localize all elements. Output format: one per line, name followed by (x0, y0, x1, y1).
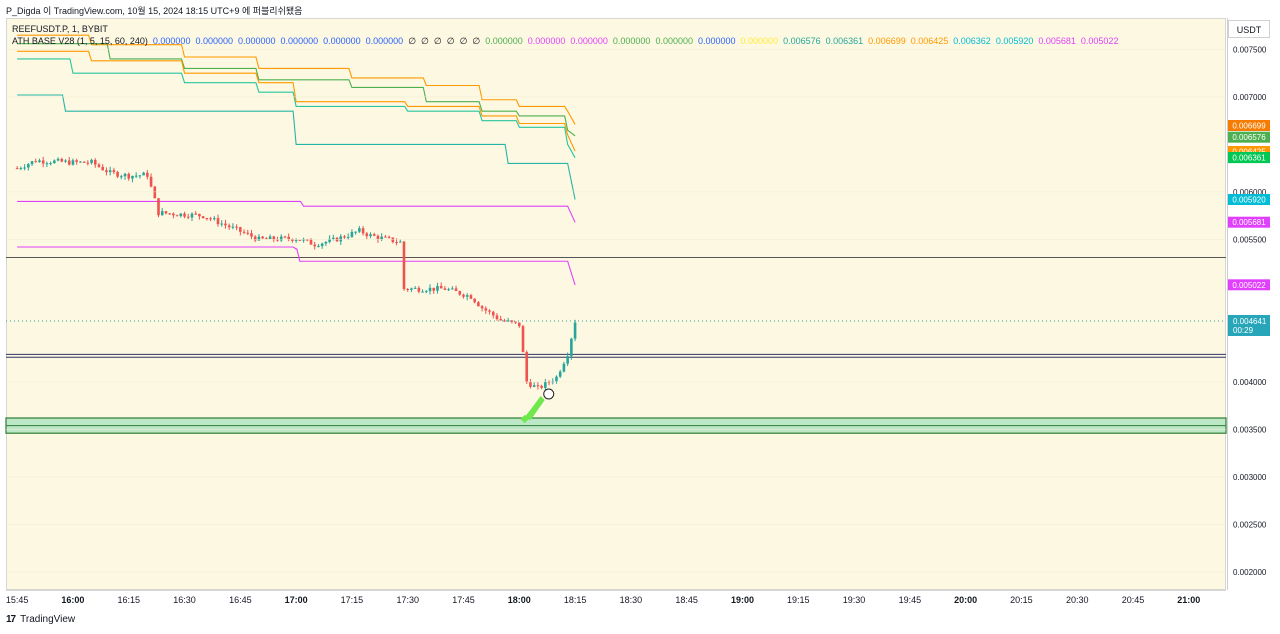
brand-name: TradingView (20, 614, 76, 625)
legend-value: 0.000000 (527, 36, 566, 46)
time-axis[interactable] (6, 590, 1226, 611)
symbol-line[interactable]: REEFUSDT.P, 1, BYBIT (12, 24, 108, 34)
tradingview-logo-icon: 17 (6, 614, 16, 625)
legend-value: ∅ (459, 36, 468, 46)
legend-value: 0.005920 (995, 36, 1034, 46)
indicator-values: 0.000000 0.000000 0.000000 0.000000 0.000000… (153, 36, 1124, 46)
legend-value: 0.006699 (868, 36, 906, 46)
legend-value: ∅ (421, 36, 429, 46)
legend-value: 0.005022 (1080, 36, 1119, 46)
legend-value: 0.006425 (910, 36, 949, 46)
legend-value: 0.006362 (953, 36, 991, 46)
legend-value: 0.000000 (365, 36, 404, 46)
chart-legend: REEFUSDT.P, 1, BYBIT ATH BASE V28 (1, 5,… (12, 23, 1128, 47)
legend-value: 0.000000 (570, 36, 608, 46)
legend-value: ∅ (408, 36, 417, 46)
legend-value: 0.000000 (697, 36, 736, 46)
legend-value: ∅ (446, 36, 455, 46)
chart-pane[interactable] (6, 18, 1226, 590)
publisher-line: P_Digda 이 TradingView.com, 10월 15, 2024 … (6, 6, 303, 16)
legend-value: 0.006361 (825, 36, 864, 46)
footer: 17 TradingView (6, 614, 75, 625)
price-axis[interactable] (1227, 18, 1273, 590)
legend-value: 0.000000 (238, 36, 276, 46)
currency-button[interactable]: USDT (1228, 20, 1270, 38)
indicator-row[interactable]: ATH BASE V28 (1, 5, 15, 60, 240) 0.000000… (12, 35, 1128, 47)
legend-value: 0.000000 (152, 36, 191, 46)
legend-value: 0.000000 (323, 36, 361, 46)
legend-value: ∅ (433, 36, 442, 46)
legend-value: 0.000000 (195, 36, 233, 46)
legend-value: ∅ (472, 36, 481, 46)
legend-value: 0.000000 (612, 36, 651, 46)
legend-value: 0.006576 (783, 36, 821, 46)
indicator-name[interactable]: ATH BASE V28 (1, 5, 15, 60, 240) (12, 36, 148, 46)
legend-value: 0.005681 (1038, 36, 1076, 46)
legend-value: 0.000000 (740, 36, 779, 46)
legend-value: 0.000000 (485, 36, 523, 46)
legend-value: 0.000000 (280, 36, 319, 46)
legend-value: 0.000000 (655, 36, 693, 46)
